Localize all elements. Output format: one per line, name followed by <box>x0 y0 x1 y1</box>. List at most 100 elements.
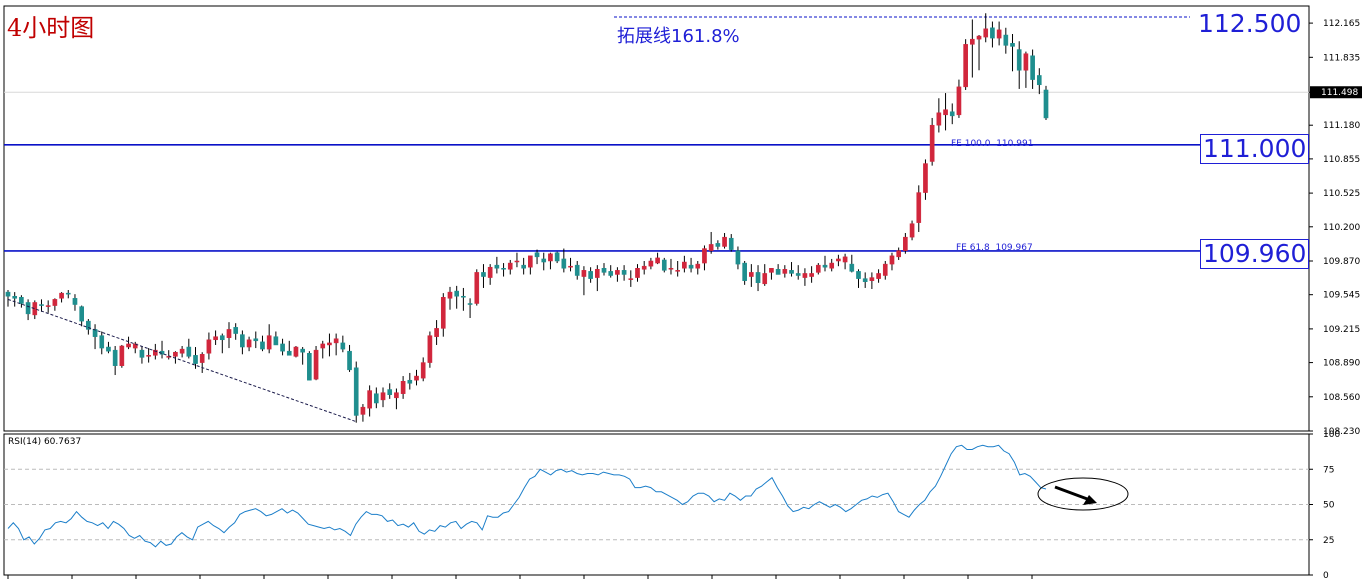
rsi-arrow-head <box>1083 495 1097 505</box>
candle-body <box>52 299 58 306</box>
candle-body <box>59 292 64 299</box>
candle-body <box>153 349 158 356</box>
candle-body <box>481 272 486 277</box>
candle-body <box>300 348 305 353</box>
price-tick-label: 110.200 <box>1323 223 1360 233</box>
candle-body <box>829 262 835 269</box>
rsi-tick-label: 100 <box>1323 430 1340 440</box>
rsi-tick-label: 0 <box>1323 571 1329 581</box>
candle-body <box>45 305 51 307</box>
extension-line-label: 拓展线161.8% <box>617 26 740 47</box>
price-tick-label: 109.870 <box>1323 257 1360 267</box>
candle-body <box>594 269 600 278</box>
extension-target-label: 112.500 <box>1198 9 1302 38</box>
candle-body <box>139 349 145 358</box>
candle-body <box>735 250 741 265</box>
candle-body <box>427 335 433 363</box>
candle-body <box>126 343 131 348</box>
candle-body <box>621 270 627 275</box>
candle-body <box>1016 49 1022 71</box>
rsi-tick-label: 75 <box>1323 465 1334 475</box>
candle-body <box>728 237 734 250</box>
candle-body <box>581 270 587 277</box>
candle-body <box>601 268 607 273</box>
candle-body <box>648 260 654 267</box>
candle-body <box>708 244 714 251</box>
candle-body <box>943 109 948 116</box>
candle-body <box>206 339 212 354</box>
candle-body <box>86 320 91 330</box>
candle-body <box>99 335 105 349</box>
candle-body <box>340 342 346 350</box>
candle-body <box>400 380 406 394</box>
candle-body <box>809 273 814 277</box>
candle-body <box>280 343 285 352</box>
candle-body <box>561 258 567 269</box>
candle-body <box>541 258 547 263</box>
candle-body <box>293 346 299 357</box>
candle-body <box>454 290 460 297</box>
price-tick-label: 109.215 <box>1323 325 1360 335</box>
timeframe-title: 4小时图 <box>7 14 95 42</box>
candle-body <box>661 259 667 271</box>
trend-dashed-line <box>7 298 357 423</box>
candle-body <box>588 271 593 279</box>
candle-body <box>574 264 580 276</box>
candle-body <box>1003 34 1009 46</box>
candle-body <box>12 295 18 299</box>
candle-body <box>775 269 781 275</box>
candle-body <box>246 339 252 348</box>
candle-body <box>568 265 573 268</box>
candle-body <box>193 355 198 364</box>
candle-body <box>936 112 942 126</box>
rsi-arrow-shaft <box>1054 485 1091 502</box>
candle-body <box>333 338 339 344</box>
candle-body <box>373 393 379 404</box>
price-tick-label: 109.545 <box>1323 291 1360 301</box>
candle-body <box>909 223 915 238</box>
candle-body <box>762 273 768 285</box>
candle-body <box>628 278 634 280</box>
candle-body <box>996 29 1002 39</box>
candle-body <box>856 271 861 279</box>
candle-body <box>273 336 279 346</box>
candle-body <box>749 272 754 277</box>
candle-body <box>929 124 935 162</box>
candle-body <box>795 273 801 276</box>
price-tick-label: 111.835 <box>1323 53 1360 63</box>
candle-body <box>380 392 386 401</box>
candle-body <box>869 277 875 281</box>
candle-body <box>641 265 647 270</box>
candle-body <box>715 243 721 247</box>
candle-body <box>92 329 98 337</box>
candle-body <box>199 354 205 363</box>
candle-body <box>1036 75 1042 86</box>
candle-body <box>360 406 366 415</box>
candle-body <box>467 303 473 305</box>
candle-body <box>608 271 614 276</box>
candle-body <box>146 355 151 357</box>
candle-body <box>19 297 24 304</box>
candle-body <box>722 236 727 247</box>
candle-body <box>655 257 660 264</box>
candle-body <box>668 268 674 270</box>
rsi-tick-label: 50 <box>1323 501 1335 511</box>
candle-body <box>990 27 995 39</box>
candle-body <box>353 367 359 416</box>
candle-body <box>822 264 828 268</box>
candle-body <box>260 341 265 350</box>
candle-body <box>320 343 326 349</box>
candle-body <box>755 272 761 284</box>
candle-body <box>5 291 11 297</box>
candle-body <box>889 255 895 265</box>
candle-body <box>65 292 71 295</box>
candle-body <box>849 263 855 272</box>
candle-body <box>407 379 413 384</box>
candle-body <box>862 278 868 282</box>
candle-body <box>420 362 426 379</box>
price-tick-label: 108.560 <box>1323 393 1360 403</box>
candle-body <box>39 304 44 306</box>
candle-body <box>440 297 446 329</box>
candle-body <box>307 353 312 381</box>
